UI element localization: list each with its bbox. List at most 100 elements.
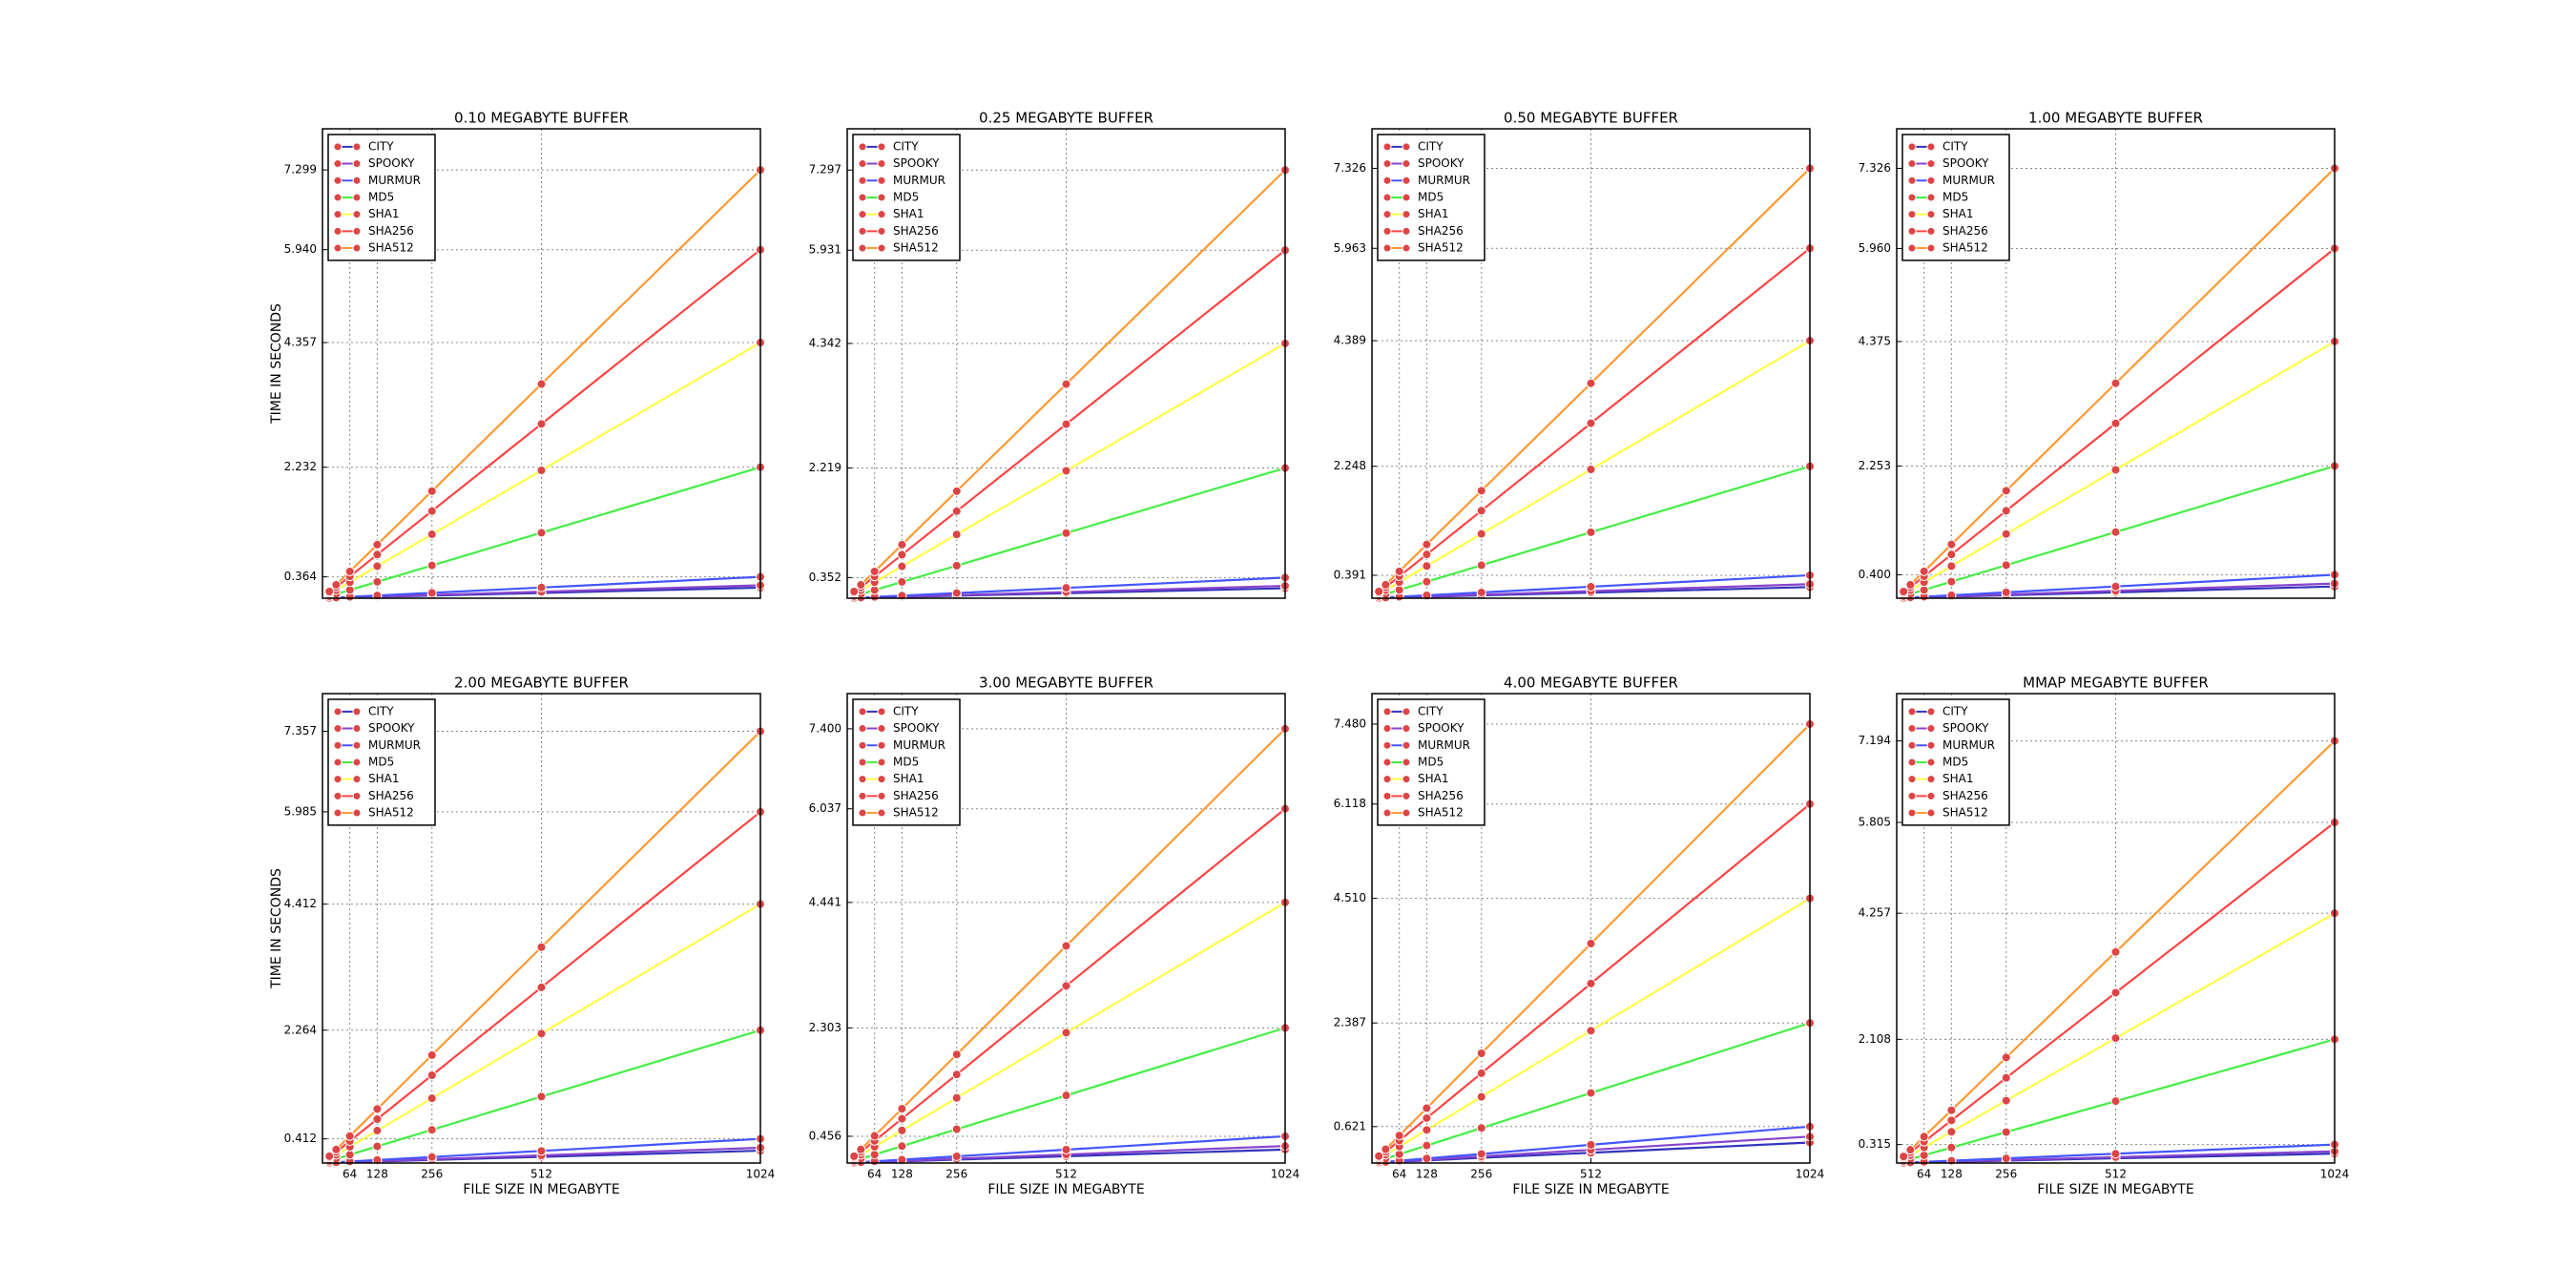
legend-marker: [858, 791, 867, 800]
legend-marker: [1402, 226, 1411, 236]
legend-marker: [1402, 142, 1411, 152]
y-tick-label: 4.389: [1334, 334, 1366, 347]
marker: [344, 1150, 355, 1160]
marker: [2001, 1153, 2011, 1164]
marker: [426, 1152, 437, 1162]
marker: [951, 1070, 962, 1080]
legend-label: SHA256: [893, 224, 939, 238]
legend-label: SHA512: [1418, 806, 1464, 820]
marker: [1061, 1028, 1071, 1038]
marker: [344, 1131, 355, 1141]
marker: [897, 1104, 907, 1114]
subplot: 0.412 2.264 4.412 5.985 7.357 64 128 256 512 1024…: [269, 675, 775, 1198]
y-tick-label: 7.297: [809, 163, 841, 177]
y-tick-label: 5.960: [1859, 241, 1891, 255]
legend-label: MD5: [1418, 190, 1444, 203]
legend-label: SPOOKY: [368, 721, 415, 735]
marker: [1061, 528, 1071, 538]
legend-marker: [333, 210, 343, 219]
legend-marker: [858, 707, 867, 717]
marker: [2001, 587, 2011, 597]
x-tick-label: 1024: [1796, 1168, 1825, 1181]
legend-marker: [1926, 707, 1936, 717]
legend-marker: [352, 808, 362, 818]
legend-marker: [877, 193, 886, 202]
marker: [1946, 1115, 1957, 1126]
marker: [1476, 1048, 1486, 1058]
x-tick-label: 64: [343, 1168, 357, 1181]
legend-label: CITY: [893, 139, 919, 153]
marker: [1946, 576, 1957, 587]
marker: [536, 1146, 547, 1156]
legend: CITY SPOOKY MURMUR MD5 SHA1 SHA256 SHA512: [1901, 134, 2010, 261]
marker: [1586, 527, 1596, 537]
marker: [1374, 1151, 1384, 1161]
legend-marker: [1402, 775, 1411, 784]
legend-marker: [1907, 740, 1917, 750]
y-tick-label: 4.257: [1859, 906, 1891, 920]
marker: [1586, 418, 1596, 428]
marker: [426, 1093, 437, 1104]
marker: [951, 506, 962, 516]
legend: CITY SPOOKY MURMUR MD5 SHA1 SHA256 SHA512: [852, 698, 961, 826]
marker: [1422, 576, 1432, 587]
marker: [1919, 1150, 1929, 1160]
marker: [1422, 1112, 1432, 1123]
legend-label: SHA512: [893, 806, 939, 820]
x-axis-label: FILE SIZE IN MEGABYTE: [1512, 1182, 1669, 1197]
marker: [2110, 581, 2121, 592]
marker: [1476, 1068, 1486, 1078]
legend-marker: [1926, 210, 1936, 219]
legend-marker: [1907, 159, 1917, 169]
legend-label: MD5: [1942, 190, 1968, 203]
marker: [536, 942, 547, 952]
legend-marker: [1926, 775, 1936, 784]
y-tick-label: 4.357: [284, 336, 317, 349]
marker: [897, 1125, 907, 1135]
y-tick-label: 5.931: [809, 243, 841, 257]
marker: [1394, 566, 1404, 576]
legend-marker: [877, 243, 886, 253]
marker: [1905, 1145, 1916, 1155]
marker: [1586, 1139, 1596, 1150]
legend-label: SHA1: [368, 772, 399, 785]
marker: [1586, 1026, 1596, 1036]
subplot: 0.621 2.387 4.510 6.118 7.480 64 128 256 512 1024…: [1334, 675, 1825, 1198]
marker: [1061, 419, 1071, 429]
marker: [1946, 561, 1957, 571]
legend-marker: [352, 775, 362, 784]
legend-marker: [1907, 243, 1917, 253]
marker: [1422, 539, 1432, 550]
y-tick-label: 0.315: [1859, 1137, 1891, 1151]
legend-label: SPOOKY: [368, 156, 415, 170]
legend-marker: [858, 775, 867, 784]
marker: [331, 579, 342, 590]
legend-marker: [877, 758, 886, 767]
legend-marker: [352, 142, 362, 152]
marker: [1381, 1144, 1391, 1154]
legend-label: SHA256: [1942, 224, 1988, 238]
marker: [1422, 561, 1432, 571]
legend-marker: [1382, 758, 1392, 767]
y-tick-label: 5.805: [1859, 815, 1891, 828]
marker: [372, 1113, 383, 1124]
subplot: 0.400 2.253 4.375 5.960 7.326 1.00 MEGABYTE B…: [1859, 110, 2339, 603]
marker: [1919, 566, 1929, 576]
marker: [372, 1104, 383, 1114]
legend-label: SHA256: [1418, 224, 1464, 238]
marker: [951, 1151, 962, 1161]
y-tick-label: 2.387: [1334, 1016, 1366, 1029]
marker: [372, 550, 383, 560]
legend-marker: [858, 243, 867, 253]
axes-frame: [1371, 128, 1811, 599]
y-tick-label: 7.326: [1334, 161, 1366, 175]
marker: [869, 1131, 880, 1141]
legend-label: SPOOKY: [1418, 721, 1465, 735]
marker: [344, 566, 355, 576]
marker: [1946, 590, 1957, 600]
y-tick-label: 0.352: [809, 571, 841, 584]
legend-marker: [1402, 243, 1411, 253]
marker: [536, 582, 547, 592]
y-tick-label: 7.480: [1334, 717, 1366, 730]
x-axis-label: FILE SIZE IN MEGABYTE: [987, 1182, 1144, 1197]
